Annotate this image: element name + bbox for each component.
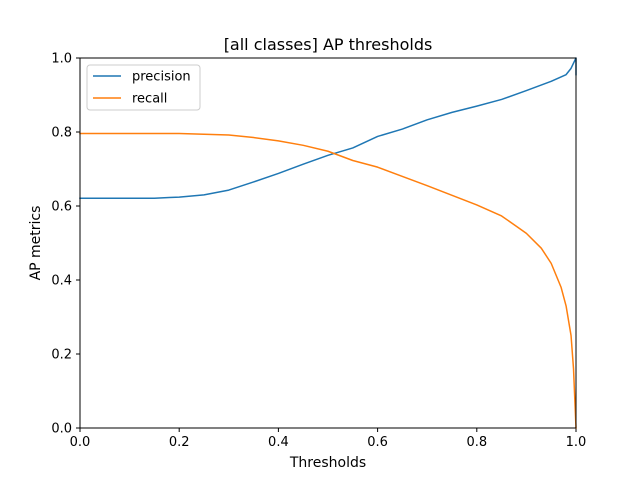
series-line-precision [79,57,577,199]
y-tick-label: 0.6 [51,200,72,215]
series-layer [79,57,577,429]
tick-layer: 0.0 0.2 0.4 0.6 0.8 1.0 0.0 0.2 0.4 0.6 0.8 1.0 [51,52,586,451]
x-tick-label: 1.0 [566,435,587,450]
legend-label-recall: recall [132,92,167,107]
y-tick-label: 1.0 [51,52,72,67]
y-tick-label: 0.0 [51,422,72,437]
legend-label-precision: precision [132,70,191,85]
x-tick-label: 0.2 [169,435,190,450]
x-tick-label: 0.0 [70,435,91,450]
legend: precision recall [86,64,201,111]
y-tick-label: 0.4 [51,274,72,289]
plot-frame [79,57,577,429]
series-line-recall [79,132,577,429]
y-axis-label: AP metrics [28,206,44,281]
x-tick-label: 0.4 [268,435,289,450]
x-tick-label: 0.8 [466,435,487,450]
y-tick-label: 0.8 [51,126,72,141]
y-tick-label: 0.2 [51,348,72,363]
x-tick-label: 0.6 [367,435,388,450]
x-axis-label: Thresholds [289,455,366,471]
chart-title: [all classes] AP thresholds [224,35,433,54]
